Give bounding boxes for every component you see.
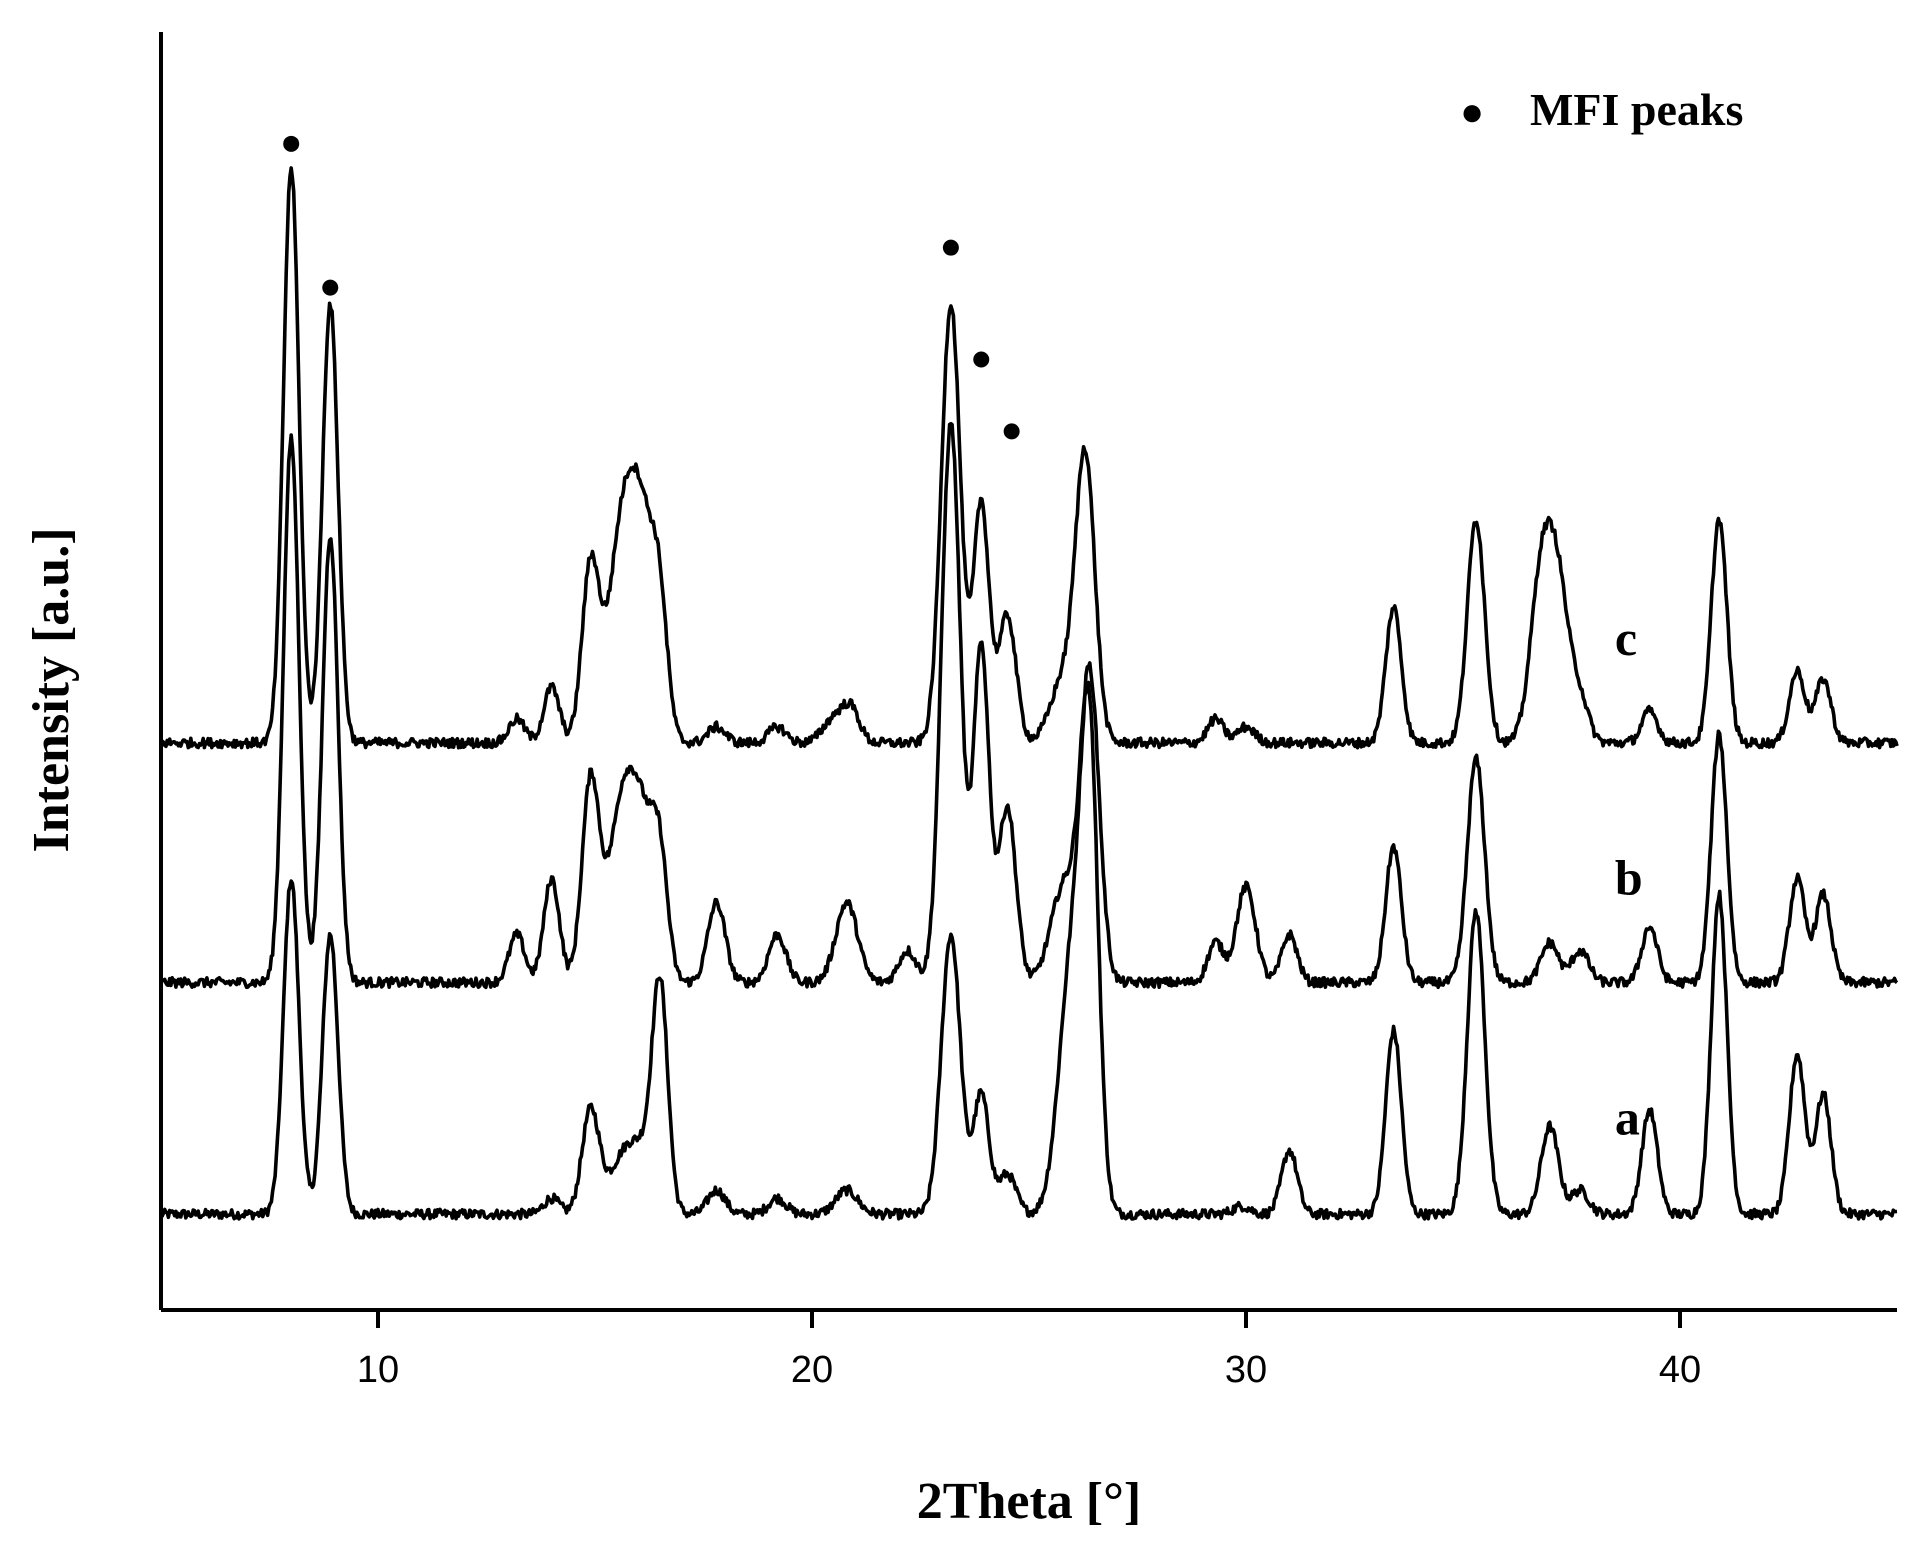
x-tick-label: 10 [357,1349,399,1391]
mfi-peak-marker [1003,423,1020,440]
x-axis-title: 2Theta [°] [917,1473,1141,1530]
curve-a [159,680,1898,1221]
curve-b [159,421,1899,990]
curve-label-c: c [1615,610,1637,666]
curve-labels: c b a [1615,610,1643,1145]
x-tick-label: 30 [1225,1349,1267,1391]
curves [159,166,1899,1221]
mfi-peak-marker [973,351,990,368]
curve-label-a: a [1615,1089,1640,1145]
mfi-peak-marker [283,135,300,152]
x-ticks: 10 20 30 40 [357,1310,1701,1391]
x-tick-label: 20 [791,1349,833,1391]
curve-c [160,166,1899,750]
mfi-peak-marker [322,279,339,296]
mfi-markers [283,135,1020,440]
x-tick-label: 40 [1659,1349,1701,1391]
legend-label: MFI peaks [1530,84,1743,135]
mfi-peak-marker [942,239,959,256]
legend-marker: ● [1460,89,1484,134]
y-axis-title: Intensity [a.u.] [23,527,80,852]
legend: ● MFI peaks [1460,84,1743,135]
curve-label-b: b [1615,850,1643,906]
